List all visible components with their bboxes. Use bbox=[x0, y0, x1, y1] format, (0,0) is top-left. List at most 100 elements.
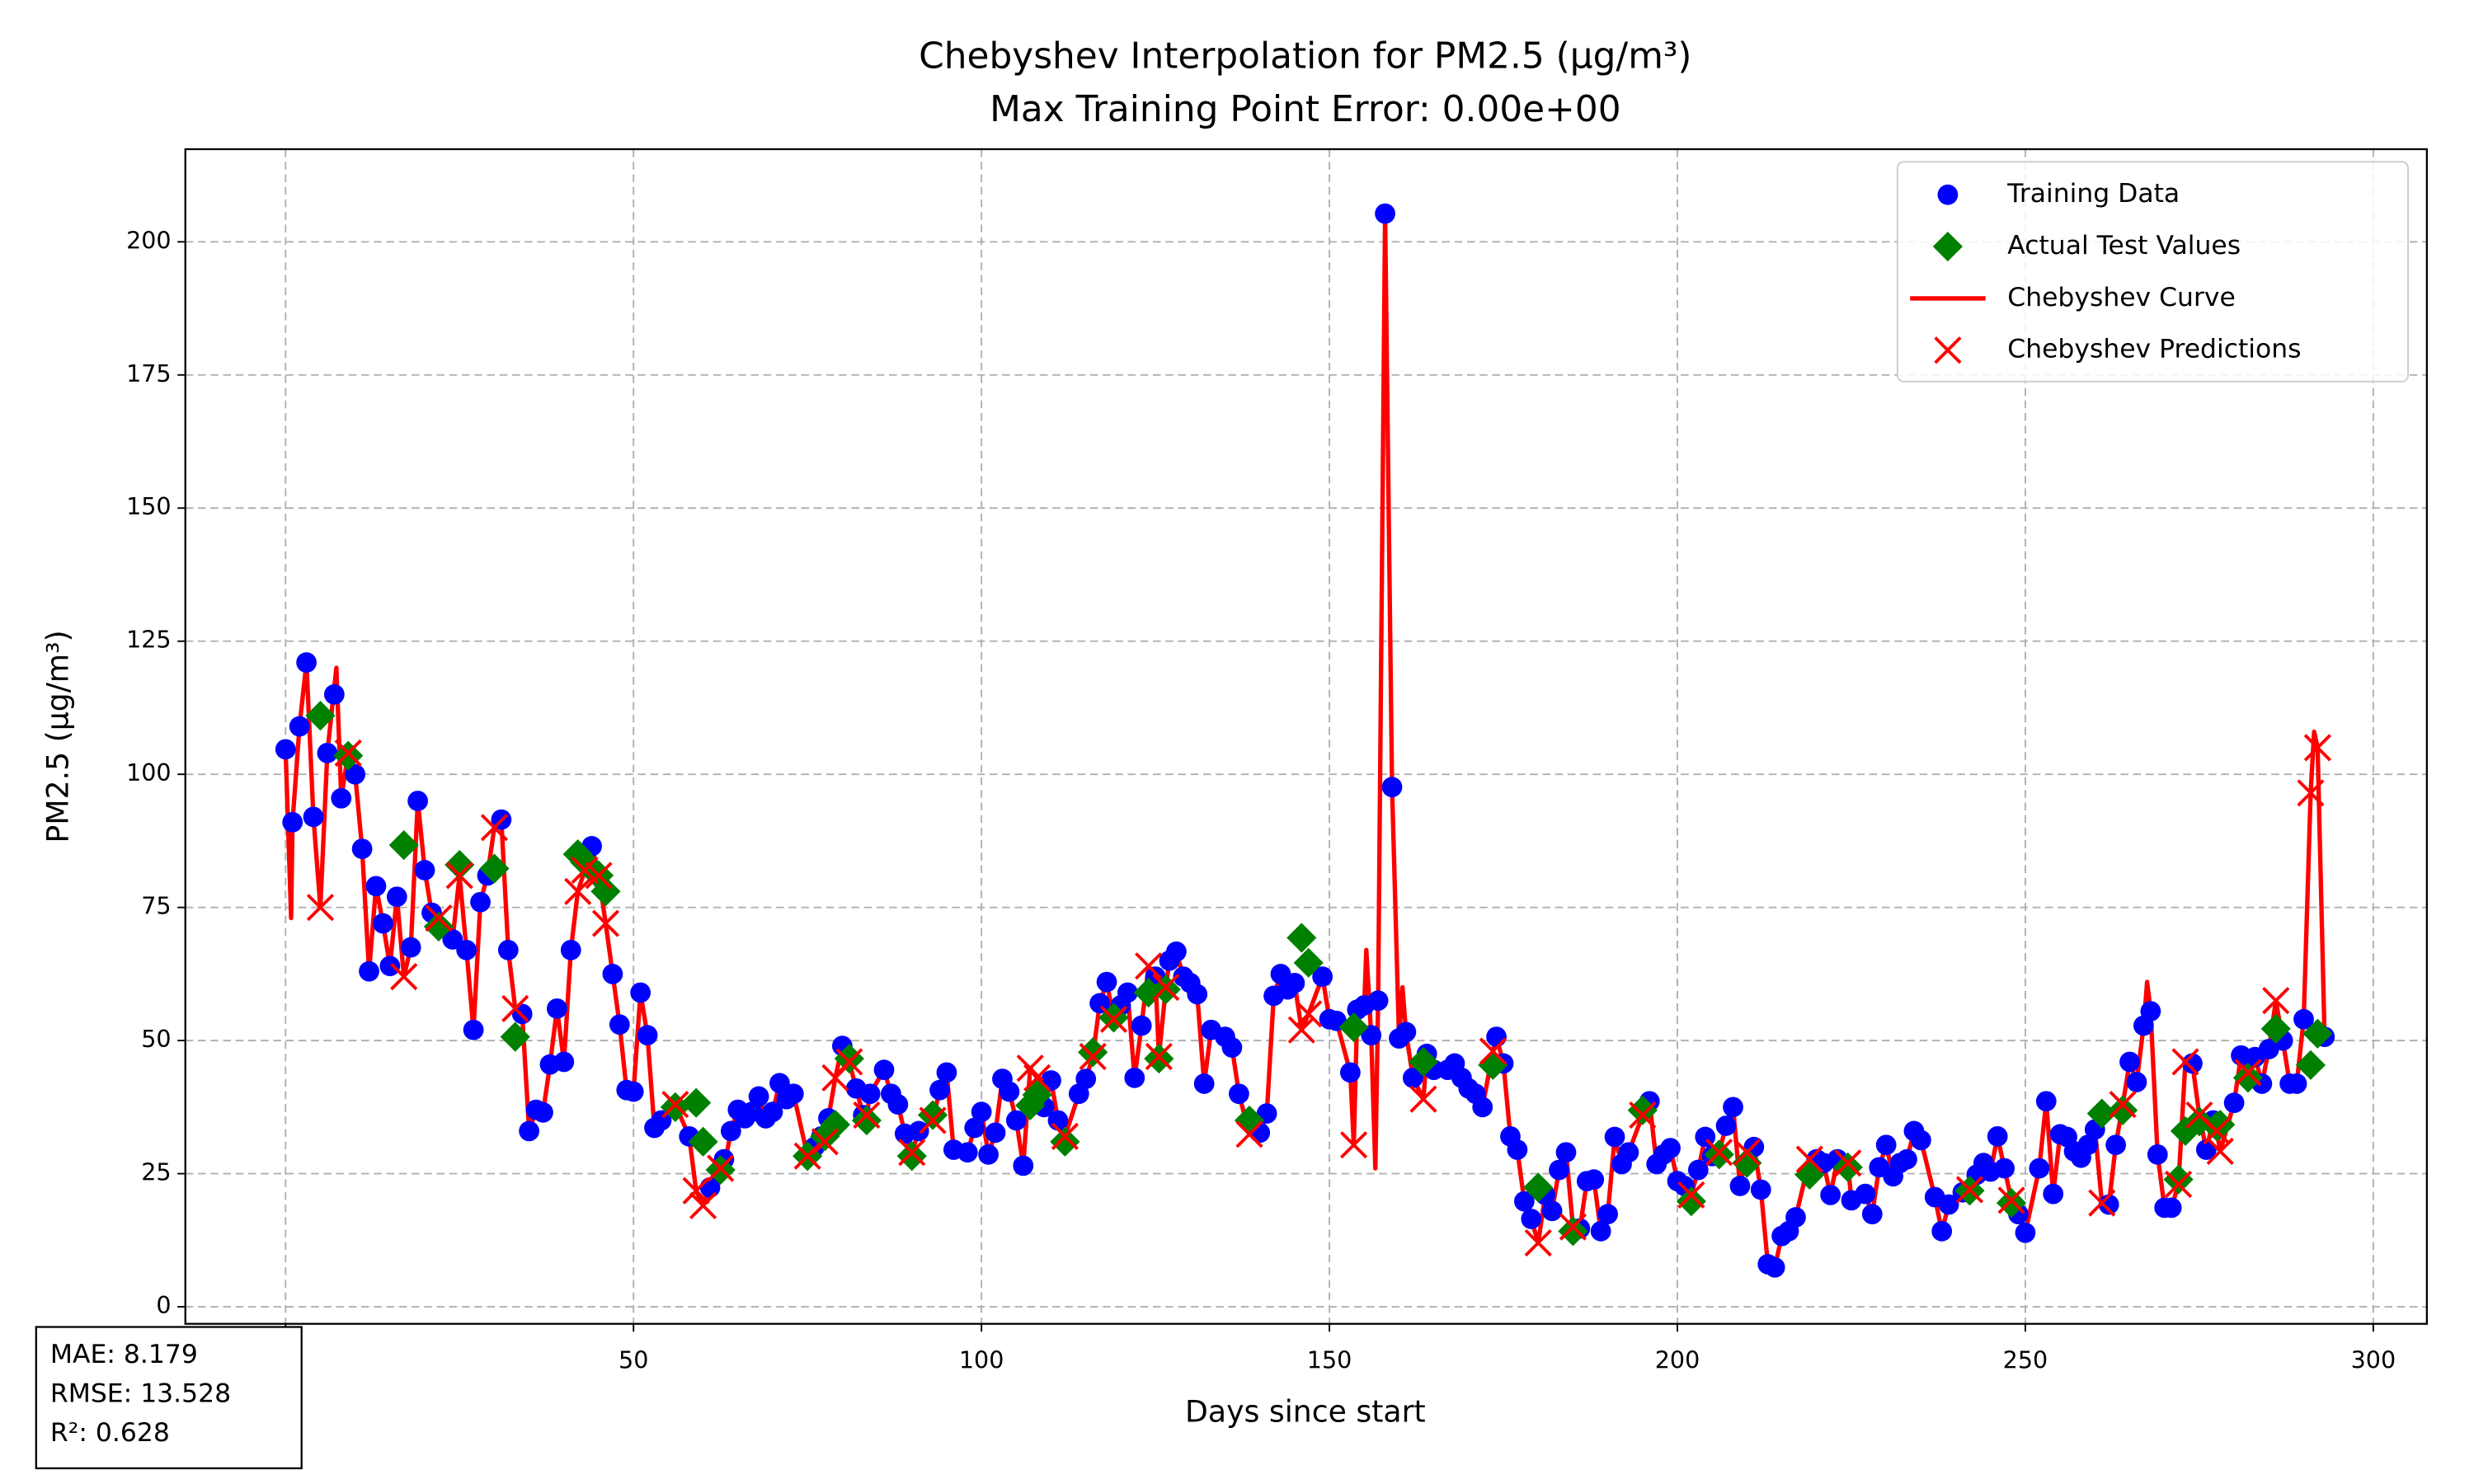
test-point bbox=[896, 1141, 927, 1172]
metric-text: R²: 0.628 bbox=[50, 1418, 170, 1448]
training-point bbox=[1124, 1067, 1145, 1088]
test-point bbox=[1523, 1172, 1554, 1203]
training-point bbox=[1005, 1110, 1027, 1131]
training-point bbox=[2126, 1072, 2147, 1092]
training-point bbox=[1507, 1139, 1528, 1160]
training-point bbox=[602, 964, 623, 984]
training-point bbox=[2286, 1073, 2307, 1094]
prediction-point bbox=[1099, 1005, 1128, 1033]
training-point bbox=[400, 937, 421, 958]
training-point bbox=[2105, 1134, 2127, 1156]
training-point bbox=[365, 876, 387, 897]
test-point bbox=[1293, 947, 1324, 978]
training-point bbox=[463, 1019, 484, 1040]
training-point bbox=[1284, 972, 1305, 993]
prediction-point bbox=[2297, 779, 2325, 807]
training-point bbox=[560, 939, 581, 960]
prediction-point bbox=[2088, 1189, 2116, 1217]
prediction-point bbox=[1795, 1145, 1823, 1173]
plot-frame bbox=[184, 148, 2428, 1325]
y-tick-label: 75 bbox=[141, 892, 171, 920]
training-point bbox=[985, 1122, 1006, 1144]
prediction-point bbox=[707, 1154, 735, 1182]
training-point bbox=[1472, 1097, 1493, 1118]
prediction-point bbox=[1629, 1101, 1657, 1129]
prediction-point bbox=[2303, 734, 2331, 762]
training-point bbox=[1395, 1021, 1417, 1043]
training-point bbox=[1075, 1068, 1097, 1090]
training-point bbox=[1193, 1073, 1215, 1094]
training-point bbox=[1117, 982, 1138, 1003]
prediction-point bbox=[1934, 336, 1962, 364]
prediction-point bbox=[390, 963, 418, 991]
training-point bbox=[2035, 1091, 2057, 1112]
prediction-point bbox=[1834, 1149, 1862, 1177]
training-point bbox=[1597, 1204, 1619, 1225]
chart-subtitle: Max Training Point Error: 0.00e+00 bbox=[990, 88, 1620, 130]
training-point bbox=[1604, 1126, 1625, 1148]
training-point bbox=[1228, 1083, 1249, 1105]
training-point bbox=[470, 891, 491, 913]
test-point bbox=[1408, 1046, 1439, 1078]
prediction-point bbox=[334, 739, 362, 767]
training-point bbox=[1402, 1067, 1423, 1088]
prediction-point bbox=[571, 856, 599, 885]
prediction-point bbox=[853, 1101, 881, 1129]
training-point bbox=[623, 1081, 644, 1102]
training-point bbox=[2029, 1158, 2050, 1179]
training-point bbox=[1660, 1138, 1681, 1158]
training-point bbox=[317, 742, 338, 763]
prediction-point bbox=[1152, 973, 1180, 1002]
y-tick-label: 100 bbox=[126, 758, 172, 787]
prediction-point bbox=[898, 1139, 926, 1167]
training-point bbox=[1820, 1185, 1841, 1205]
training-point bbox=[519, 1120, 540, 1142]
x-tick-label: 250 bbox=[2003, 1345, 2048, 1374]
training-point bbox=[407, 791, 428, 811]
prediction-point bbox=[2206, 1137, 2234, 1166]
training-point bbox=[1937, 184, 1959, 205]
training-point bbox=[1013, 1155, 1034, 1176]
training-point bbox=[351, 838, 373, 859]
metric-text: RMSE: 13.528 bbox=[50, 1378, 231, 1408]
training-point bbox=[1723, 1097, 1743, 1118]
training-point bbox=[1513, 1190, 1535, 1212]
training-point bbox=[2147, 1144, 2168, 1165]
training-point bbox=[1618, 1142, 1639, 1163]
test-point bbox=[1832, 1152, 1863, 1182]
test-point bbox=[851, 1105, 882, 1136]
test-point bbox=[1627, 1095, 1658, 1125]
test-point bbox=[681, 1087, 712, 1118]
training-point bbox=[1590, 1220, 1611, 1242]
training-point bbox=[1583, 1169, 1605, 1190]
training-point bbox=[1166, 941, 1187, 962]
training-point bbox=[1521, 1209, 1542, 1229]
training-point bbox=[783, 1083, 804, 1105]
prediction-point bbox=[1705, 1139, 1733, 1167]
test-point bbox=[2302, 1018, 2333, 1049]
training-point bbox=[497, 939, 519, 960]
y-tick-label: 50 bbox=[141, 1025, 171, 1053]
prediction-point bbox=[1733, 1139, 1761, 1167]
training-point bbox=[1994, 1158, 2015, 1179]
training-point bbox=[929, 1079, 950, 1101]
prediction-point bbox=[425, 904, 453, 932]
training-point bbox=[1375, 203, 1395, 224]
prediction-point bbox=[1079, 1042, 1107, 1071]
prediction-point bbox=[1235, 1120, 1263, 1148]
prediction-point bbox=[689, 1191, 717, 1219]
training-point bbox=[1785, 1207, 1806, 1228]
prediction-point bbox=[1524, 1228, 1552, 1257]
training-point bbox=[414, 860, 435, 881]
training-point bbox=[1541, 1200, 1563, 1222]
training-point bbox=[1910, 1129, 1931, 1151]
y-axis-label: PM2.5 (µg/m³) bbox=[40, 630, 75, 843]
training-point bbox=[2223, 1092, 2245, 1114]
training-point bbox=[1381, 777, 1403, 798]
training-point bbox=[359, 960, 379, 982]
training-point bbox=[1687, 1159, 1709, 1181]
y-tick-label: 150 bbox=[126, 492, 172, 520]
training-point bbox=[2161, 1197, 2182, 1219]
prediction-point bbox=[811, 1128, 839, 1156]
training-point bbox=[533, 1101, 553, 1123]
